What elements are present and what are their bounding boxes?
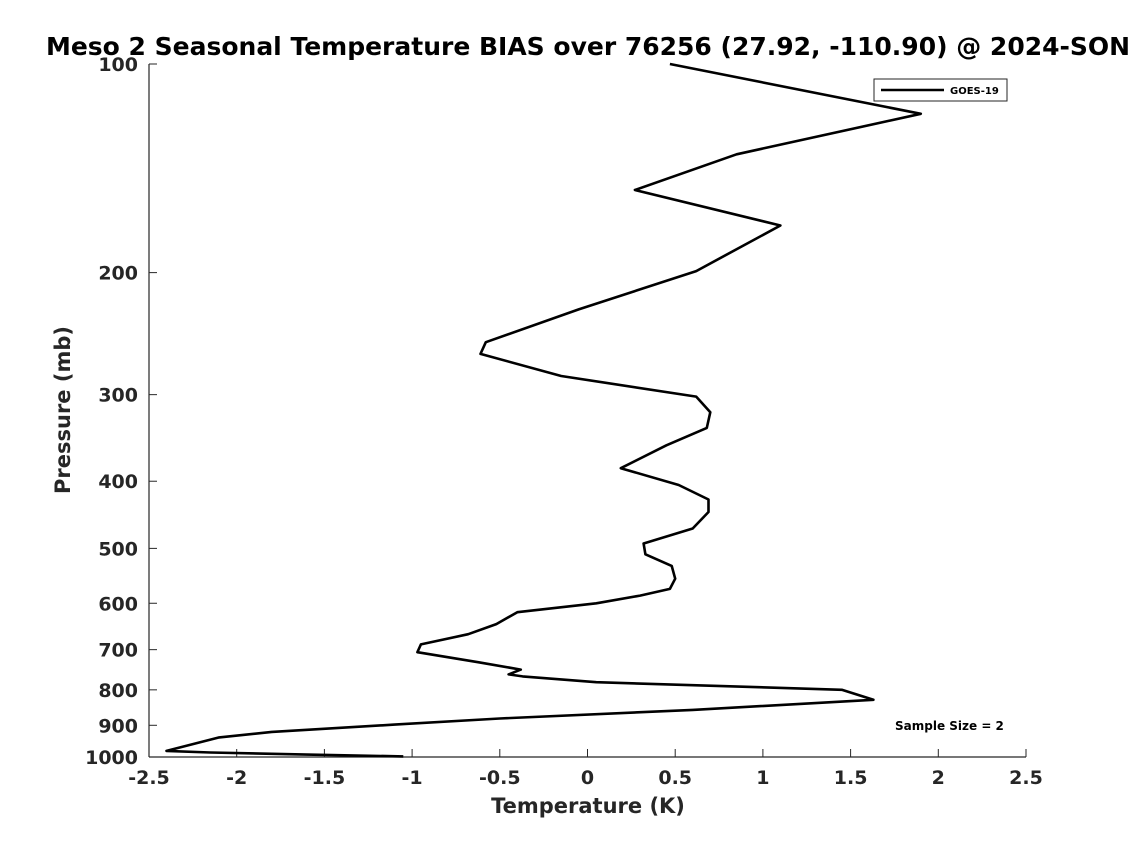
y-tick-label: 900 — [98, 715, 138, 737]
plot-area: -2.5 -2 -1.5 -1 -0.5 0 0.5 1 1.5 2 2.5 100 200 300 40… — [85, 54, 1043, 789]
y-tick-label: 700 — [98, 640, 138, 662]
y-tick-label: 200 — [98, 263, 138, 285]
x-axis-label: Temperature (K) — [491, 794, 685, 818]
legend: GOES-19 — [873, 78, 1008, 102]
y-tick-label: 600 — [98, 593, 138, 615]
y-tick-label: 400 — [98, 471, 138, 493]
x-tick-label: 1.5 — [834, 767, 868, 789]
y-tick-label: 800 — [98, 680, 138, 702]
x-tick-label: -1.5 — [304, 767, 346, 789]
x-tick-label: 0.5 — [658, 767, 692, 789]
x-tick-label: -2 — [226, 767, 247, 789]
legend-entry-label: GOES-19 — [950, 86, 999, 97]
y-ticks: 100 200 300 400 500 600 700 800 900 1000 — [85, 54, 157, 769]
x-tick-label: -1 — [402, 767, 423, 789]
x-tick-label: -0.5 — [479, 767, 521, 789]
x-tick-label: 1 — [756, 767, 769, 789]
sample-size-annotation: Sample Size = 2 — [895, 719, 1004, 733]
y-tick-label: 300 — [98, 385, 138, 407]
x-tick-label: 2.5 — [1009, 767, 1043, 789]
series-line-goes-19 — [165, 62, 923, 758]
x-ticks: -2.5 -2 -1.5 -1 -0.5 0 0.5 1 1.5 2 2.5 — [128, 749, 1043, 789]
x-tick-label: 2 — [932, 767, 945, 789]
x-tick-label: -2.5 — [128, 767, 170, 789]
y-axis-label: Pressure (mb) — [51, 326, 75, 494]
chart-title: Meso 2 Seasonal Temperature BIAS over 76… — [46, 32, 1130, 61]
x-tick-label: 0 — [581, 767, 594, 789]
y-tick-label: 100 — [98, 54, 138, 76]
y-tick-label: 500 — [98, 538, 138, 560]
y-tick-label: 1000 — [85, 747, 138, 769]
